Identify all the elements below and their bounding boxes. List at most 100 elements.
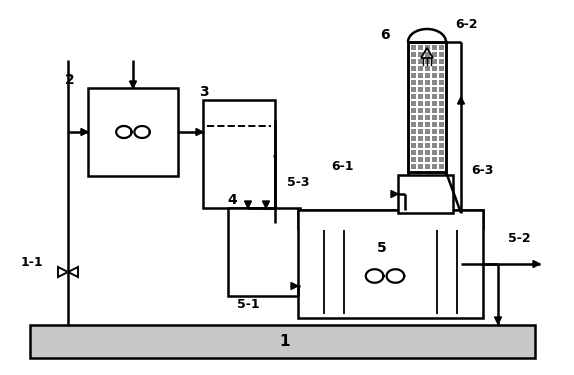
Bar [417,58,422,63]
Bar [410,93,416,99]
Bar [425,80,429,84]
Bar [410,129,416,133]
Bar [410,164,416,168]
Bar [425,45,429,50]
Bar [425,58,429,63]
Bar [439,80,444,84]
Bar [410,100,416,105]
Text: 2: 2 [65,73,75,87]
Polygon shape [81,129,88,135]
Polygon shape [130,81,137,88]
Polygon shape [391,190,398,198]
Bar [417,142,422,147]
Bar [432,142,436,147]
Bar [432,80,436,84]
Polygon shape [245,201,251,208]
Bar [432,135,436,141]
Bar [417,164,422,168]
Bar [410,135,416,141]
Bar [432,66,436,70]
Bar [410,72,416,78]
Bar [439,114,444,120]
Polygon shape [494,317,502,324]
Text: 3: 3 [199,85,209,99]
Bar [439,142,444,147]
Bar [432,129,436,133]
Bar [408,42,446,172]
Bar [417,156,422,162]
Bar [425,150,429,154]
Text: 1: 1 [280,333,290,348]
Bar [432,72,436,78]
Bar [417,100,422,105]
Bar [439,87,444,92]
Bar [417,108,422,112]
Bar [432,87,436,92]
Bar [417,114,422,120]
Text: 6-1: 6-1 [331,160,353,174]
Polygon shape [196,129,203,135]
Bar [425,100,429,105]
Bar [432,156,436,162]
Bar [425,122,429,126]
Bar [439,58,444,63]
Bar [425,87,429,92]
Bar [410,66,416,70]
Bar [432,114,436,120]
Bar [417,66,422,70]
Bar [432,58,436,63]
Text: 5-1: 5-1 [236,298,259,312]
Polygon shape [457,97,464,104]
Bar [432,51,436,57]
Bar [410,87,416,92]
Bar [88,88,178,176]
Bar [228,208,300,296]
Bar [417,129,422,133]
Text: 5-3: 5-3 [287,177,309,189]
Polygon shape [262,201,270,208]
Bar [425,129,429,133]
Bar [432,122,436,126]
Bar [432,108,436,112]
Bar [439,122,444,126]
Bar [417,93,422,99]
Bar [425,51,429,57]
Bar [439,164,444,168]
Bar [410,156,416,162]
Bar [439,93,444,99]
Bar [417,87,422,92]
Bar [439,135,444,141]
Bar [410,58,416,63]
Bar [298,210,483,318]
Bar [398,175,453,213]
Text: 4: 4 [227,193,237,207]
Bar [410,150,416,154]
Bar [410,45,416,50]
Text: 5-2: 5-2 [507,231,530,244]
Bar [425,142,429,147]
Bar [30,325,535,358]
Bar [408,42,446,172]
Bar [432,164,436,168]
Text: 1-1: 1-1 [21,255,43,268]
Polygon shape [533,261,540,267]
Bar [417,51,422,57]
Bar [417,72,422,78]
Bar [425,164,429,168]
Bar [417,122,422,126]
Bar [439,100,444,105]
Bar [410,122,416,126]
Bar [417,80,422,84]
Bar [439,66,444,70]
Bar [410,80,416,84]
Polygon shape [291,282,298,290]
Bar [439,45,444,50]
Text: 6-2: 6-2 [455,18,477,30]
Bar [425,108,429,112]
Bar [425,114,429,120]
Text: 6: 6 [380,28,390,42]
Bar [203,100,275,208]
Bar [432,93,436,99]
Text: 5: 5 [377,241,387,255]
Bar [410,142,416,147]
